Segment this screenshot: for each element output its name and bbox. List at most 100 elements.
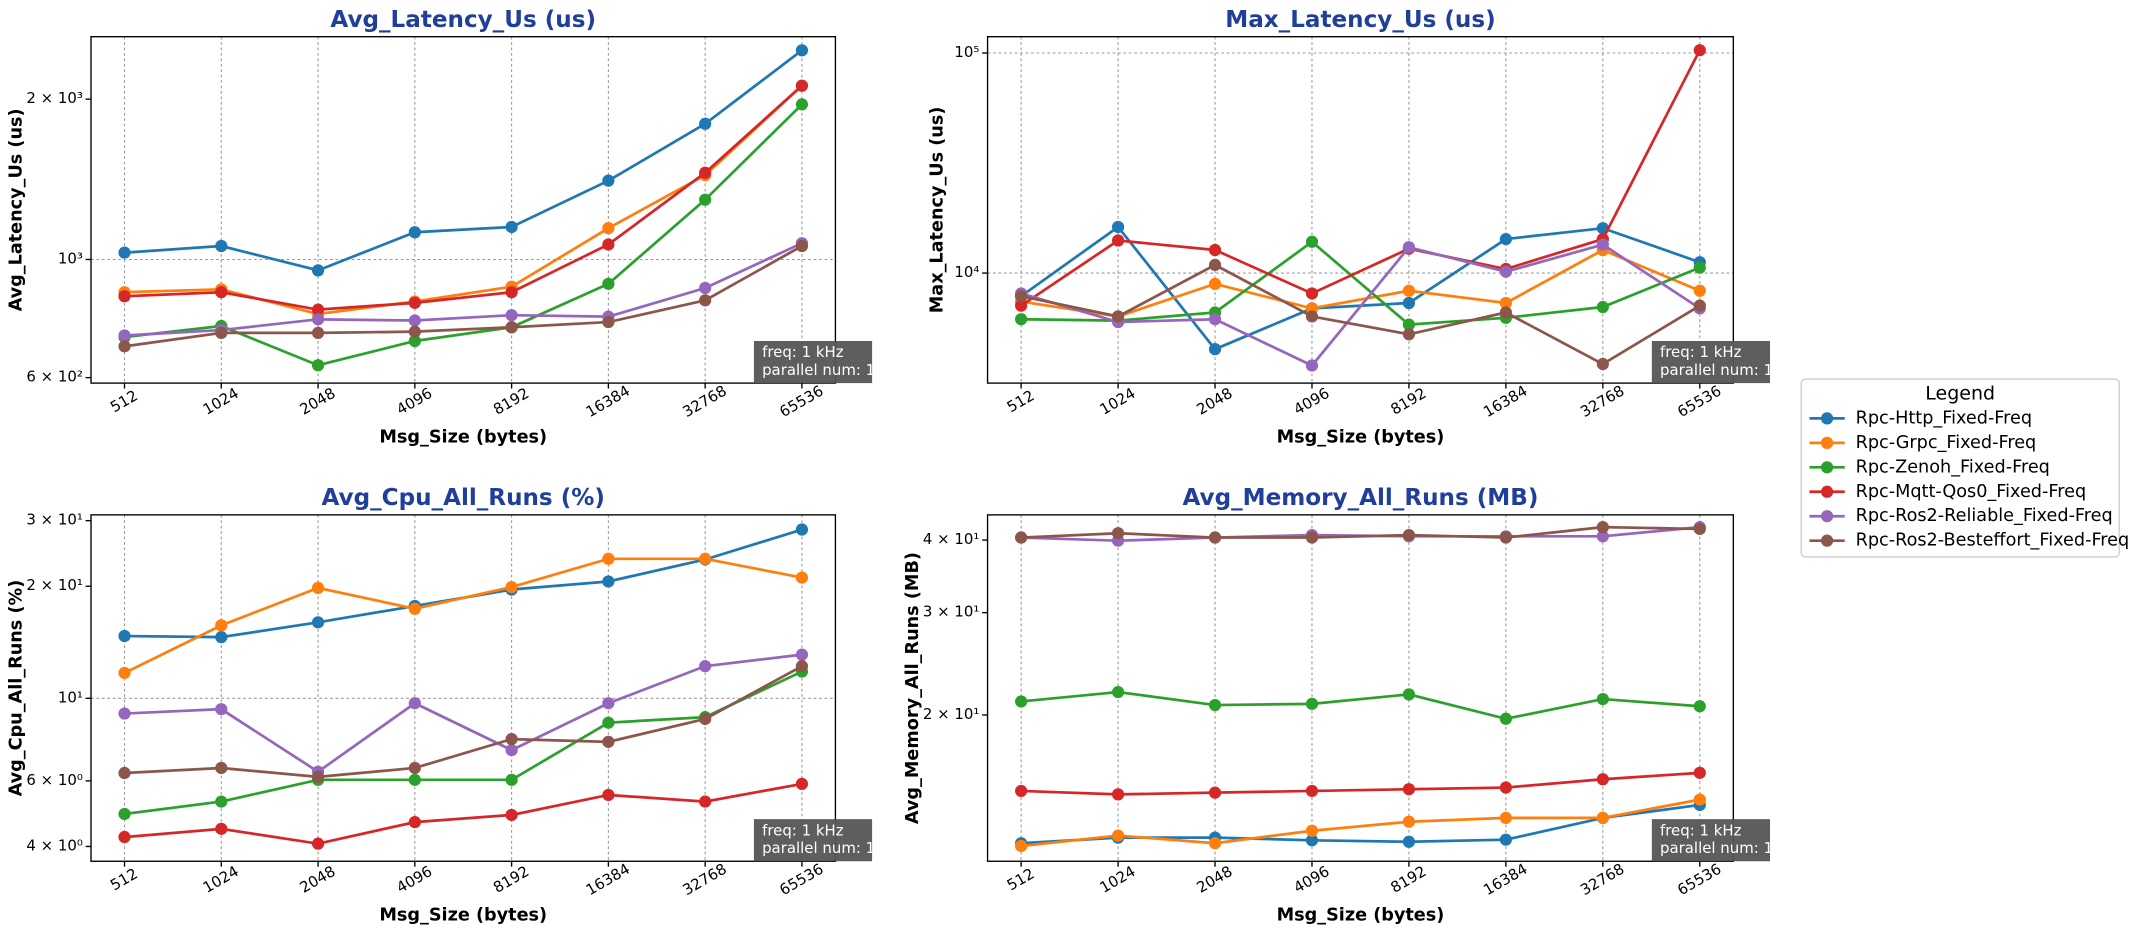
data-point <box>1208 313 1222 326</box>
data-point <box>1111 829 1125 842</box>
data-point <box>1693 700 1706 713</box>
data-point <box>505 321 518 334</box>
data-point <box>1015 531 1028 544</box>
data-point <box>1111 234 1125 247</box>
data-point <box>795 79 809 92</box>
data-point <box>215 631 228 644</box>
data-point <box>1402 835 1416 848</box>
data-point <box>1402 241 1416 254</box>
x-tick-label: 1024 <box>200 384 242 419</box>
data-point <box>408 325 421 338</box>
x-tick-label: 4096 <box>1291 862 1333 897</box>
data-point <box>1499 306 1512 319</box>
data-point <box>1111 310 1125 323</box>
data-point <box>1402 318 1416 331</box>
series-line <box>124 49 803 272</box>
data-point <box>311 303 325 316</box>
data-point <box>408 816 421 829</box>
data-point <box>1305 531 1319 544</box>
data-point <box>795 660 809 673</box>
data-point <box>311 313 325 326</box>
data-point <box>1499 265 1512 278</box>
data-point <box>1305 697 1319 710</box>
data-point <box>1208 531 1222 544</box>
annotation-box <box>1651 340 1771 384</box>
data-point <box>311 264 325 277</box>
data-point <box>1596 521 1609 534</box>
series-line <box>124 244 803 348</box>
data-point <box>795 777 809 791</box>
y-tick-label: 10⁴ <box>954 263 979 281</box>
data-point <box>1208 258 1222 272</box>
y-tick-label: 3 × 10¹ <box>26 511 83 529</box>
data-point <box>1305 824 1319 837</box>
series-line <box>1020 798 1701 848</box>
data-point <box>1596 773 1609 786</box>
data-point <box>1208 277 1222 290</box>
data-point <box>602 697 615 710</box>
data-point <box>408 602 421 615</box>
data-point <box>1693 793 1706 806</box>
data-point <box>215 703 228 716</box>
data-point <box>1402 296 1416 310</box>
series-line <box>123 557 803 675</box>
axes-frame <box>986 36 1735 384</box>
legend-label: Rpc-Grpc_Fixed-Freq <box>1856 433 2037 453</box>
data-point <box>699 294 712 307</box>
x-tick-label: 8192 <box>490 384 532 419</box>
data-point <box>1693 284 1706 297</box>
data-point <box>1693 766 1706 779</box>
data-point <box>1693 44 1706 57</box>
data-point <box>408 296 421 309</box>
data-point <box>1499 712 1512 725</box>
legend-label: Rpc-Http_Fixed-Freq <box>1856 408 2033 428</box>
y-axis-label: Avg_Latency_Us (us) <box>6 108 26 311</box>
annotation-text: freq: 1 kHz <box>762 343 844 361</box>
series-line <box>1020 248 1701 318</box>
x-axis-label: Msg_Size (bytes) <box>379 906 547 926</box>
x-axis-label: Msg_Size (bytes) <box>379 427 547 447</box>
y-tick-label: 10³ <box>58 249 83 267</box>
x-tick-label: 8192 <box>490 862 532 897</box>
data-point <box>1499 531 1512 544</box>
y-axis-label: Avg_Cpu_All_Runs (%) <box>6 580 26 797</box>
data-point <box>1015 695 1028 708</box>
data-point <box>602 238 615 251</box>
data-point <box>699 552 712 565</box>
annotation-text: freq: 1 kHz <box>1660 821 1742 839</box>
data-point <box>505 773 518 786</box>
chart-title: Max_Latency_Us (us) <box>1225 7 1495 33</box>
data-point <box>1111 788 1125 801</box>
y-tick-label: 4 × 10¹ <box>923 530 980 548</box>
data-point <box>699 281 712 295</box>
data-point <box>795 523 809 536</box>
y-axis-label: Max_Latency_Us (us) <box>927 107 947 314</box>
data-point <box>215 822 228 835</box>
data-point <box>1402 328 1416 341</box>
legend-label: Rpc-Ros2-Reliable_Fixed-Freq <box>1856 506 2113 526</box>
x-tick-label: 512 <box>1004 386 1038 416</box>
data-point <box>1015 313 1028 326</box>
data-point <box>699 117 712 130</box>
series-line <box>124 670 803 816</box>
data-point <box>602 716 615 729</box>
data-point <box>1111 685 1125 699</box>
data-point <box>118 707 131 720</box>
data-point <box>795 98 809 111</box>
data-point <box>795 239 809 253</box>
data-point <box>699 795 712 808</box>
x-tick-label: 4096 <box>1291 384 1333 419</box>
data-point <box>1305 784 1319 798</box>
y-tick-label: 3 × 10¹ <box>923 603 980 621</box>
data-point <box>1402 284 1416 297</box>
data-point <box>408 761 421 775</box>
data-point <box>1499 833 1512 846</box>
x-tick-label: 8192 <box>1387 384 1429 419</box>
data-point <box>1499 296 1512 310</box>
x-tick-label: 1024 <box>1097 862 1139 897</box>
annotation-box <box>753 819 873 862</box>
series-line <box>1021 240 1701 327</box>
data-point <box>311 616 325 629</box>
legend-label: Rpc-Mqtt-Qos0_Fixed-Freq <box>1856 482 2087 502</box>
